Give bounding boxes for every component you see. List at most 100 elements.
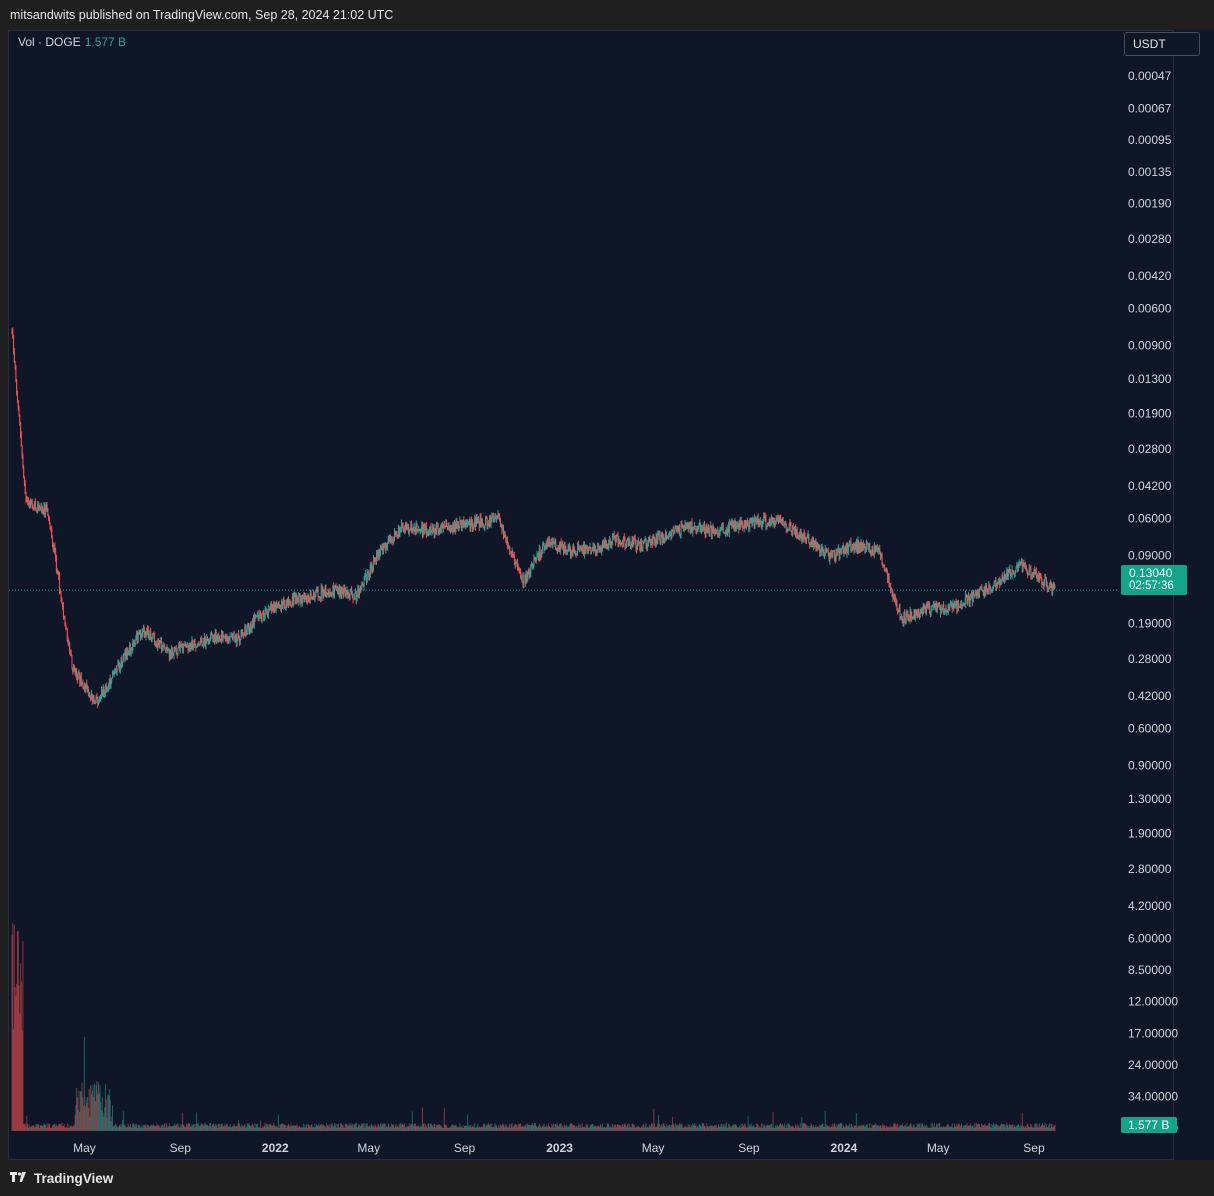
volume-bar (231, 1126, 233, 1131)
volume-bar (38, 1127, 40, 1131)
candle-body (940, 608, 942, 614)
candle-body (769, 520, 771, 525)
volume-bar (792, 1126, 794, 1131)
volume-bar (909, 1124, 911, 1131)
volume-bar (1040, 1125, 1042, 1131)
volume-bar (1009, 1124, 1011, 1131)
volume-bar (271, 1125, 273, 1131)
candle-body (573, 547, 575, 551)
volume-bar (646, 1127, 648, 1131)
candle-body (741, 521, 743, 524)
volume-bar (862, 1125, 864, 1131)
volume-bar (894, 1123, 896, 1131)
volume-bar (392, 1123, 394, 1131)
candle-body (165, 647, 167, 651)
tradingview-brand: TradingView (34, 1171, 114, 1186)
candle-body (876, 546, 878, 548)
volume-bar (855, 1125, 857, 1131)
volume-bar (927, 1127, 929, 1131)
candle-body (66, 628, 68, 640)
volume-bar (319, 1125, 321, 1131)
candle-body (37, 504, 39, 513)
price-axis[interactable]: 0.000470.000670.000950.001350.001900.002… (1118, 30, 1214, 1160)
volume-bar (94, 1083, 96, 1131)
volume-bar (694, 1126, 696, 1131)
candle-body (936, 604, 938, 613)
candle-body (699, 523, 701, 525)
volume-bar (759, 1126, 761, 1131)
candle-body (429, 526, 431, 531)
candle-body (312, 597, 314, 599)
volume-bar (824, 1111, 826, 1131)
candle-body (1052, 585, 1054, 594)
candle-body (414, 526, 416, 532)
candle-body (669, 532, 671, 534)
candle-body (738, 525, 740, 530)
candle-body (968, 597, 970, 604)
candle-body (872, 547, 874, 552)
volume-bar (985, 1125, 987, 1131)
candle-body (795, 527, 797, 537)
candle-body (947, 604, 949, 613)
candle-body (983, 587, 985, 596)
candle-body (1034, 569, 1036, 573)
candle-body (673, 530, 675, 534)
volume-bar (846, 1126, 848, 1131)
candle-body (34, 501, 36, 509)
candle-body (451, 528, 453, 531)
volume-bar (1033, 1127, 1035, 1131)
candle-body (481, 520, 483, 527)
volume-bar (482, 1124, 484, 1131)
candle-body (1046, 585, 1048, 589)
volume-bar (620, 1126, 622, 1131)
candle-body (949, 605, 951, 608)
volume-bar (83, 1036, 85, 1131)
volume-bar (152, 1123, 154, 1131)
tradingview-logo[interactable]: TradingView (10, 1171, 113, 1186)
candle-body (20, 434, 22, 447)
candle-body (246, 625, 248, 634)
volume-bar (453, 1125, 455, 1131)
candle-body (140, 635, 142, 637)
currency-selector[interactable]: USDT (1124, 32, 1200, 56)
volume-bar (177, 1123, 179, 1131)
volume-bar (323, 1124, 325, 1131)
volume-bar (247, 1124, 249, 1131)
volume-bar (612, 1123, 614, 1131)
candle-body (237, 634, 239, 640)
candle-body (38, 505, 40, 508)
volume-bar (552, 1125, 554, 1131)
candle-body (288, 601, 290, 605)
volume-bar (776, 1124, 778, 1131)
candle-body (728, 525, 730, 533)
candle-body (593, 544, 595, 552)
candle-body (788, 522, 790, 530)
volume-bar (762, 1123, 764, 1131)
candle-body (1044, 577, 1046, 582)
volume-bar (118, 1125, 120, 1131)
candle-body (527, 573, 529, 581)
chart-pane[interactable]: May Sep 2022 May Sep 2023 May Sep 2024 May Sep (8, 30, 1174, 1160)
y-tick-label: 12.00000 (1128, 995, 1178, 1009)
volume-bar (66, 1123, 68, 1131)
candle-body (178, 644, 180, 650)
volume-bar (968, 1125, 970, 1131)
volume-bar (983, 1125, 985, 1131)
chart-plot[interactable]: May Sep 2022 May Sep 2023 May Sep 2024 May Sep (9, 31, 1173, 1159)
candle-body (627, 539, 629, 546)
candle-body (557, 547, 559, 549)
volume-bar (735, 1125, 737, 1131)
candle-body (11, 329, 13, 332)
volume-bar (467, 1114, 469, 1131)
candle-body (175, 649, 177, 655)
volume-bar (466, 1125, 468, 1131)
volume-bar (1051, 1124, 1053, 1131)
candle-body (1004, 574, 1006, 580)
volume-bar (474, 1127, 476, 1131)
candle-body (533, 559, 535, 568)
volume-bar (56, 1126, 58, 1131)
candle-body (243, 634, 245, 636)
volume-bar (31, 1125, 33, 1131)
candle-body (726, 530, 728, 533)
volume-bar (478, 1127, 480, 1131)
